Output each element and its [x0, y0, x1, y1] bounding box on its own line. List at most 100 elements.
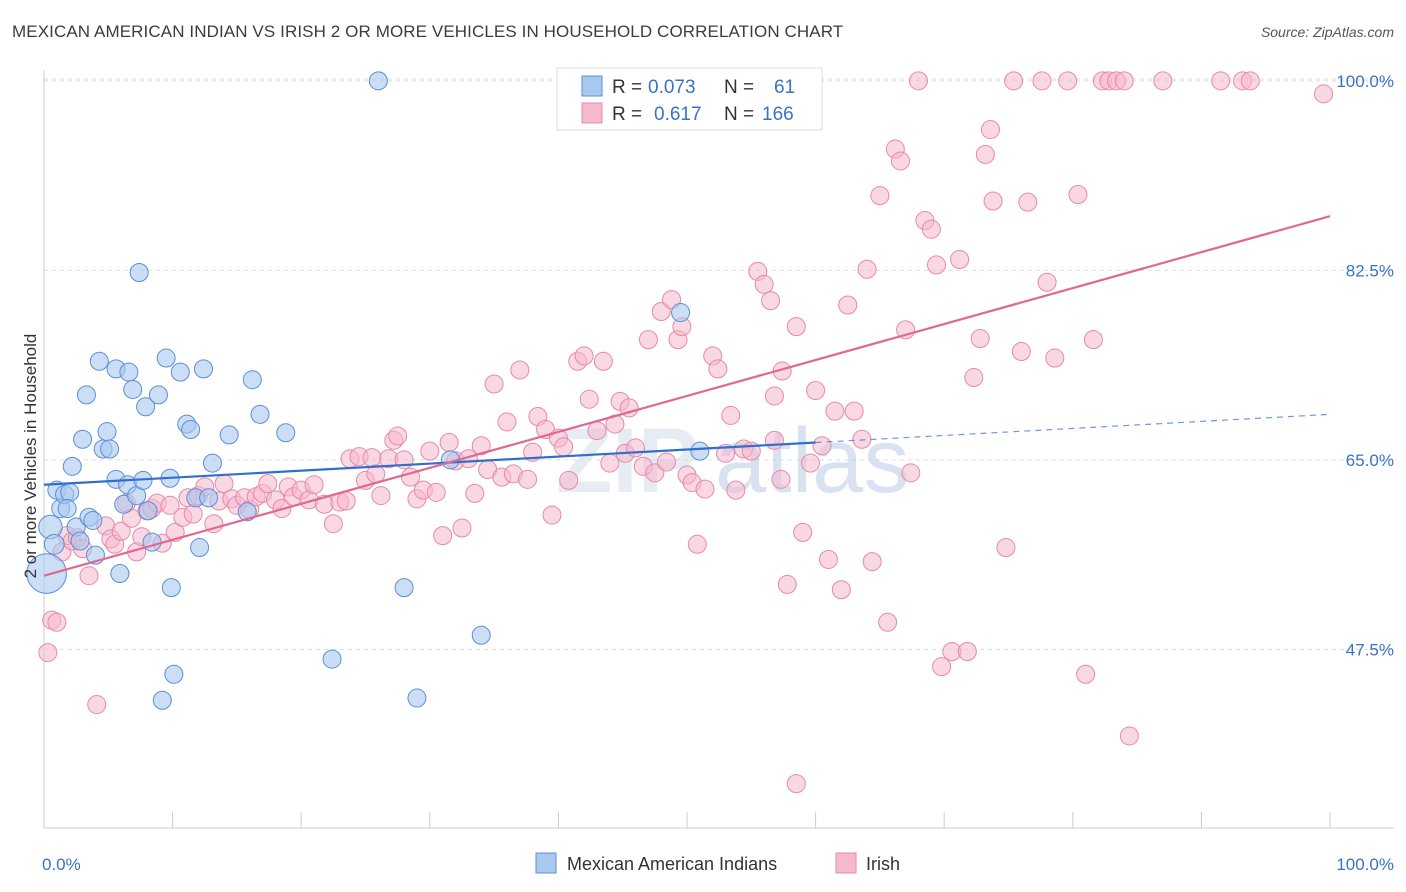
- irish-point-126: [812, 436, 832, 456]
- mexican-american-indian-point-6: [60, 482, 80, 502]
- irish-point-96: [626, 438, 646, 458]
- irish-point-141: [908, 71, 928, 91]
- mexican-american-indian-point-50: [250, 404, 270, 424]
- legend-pink-n-label: N =: [724, 104, 754, 125]
- irish-point-155: [1004, 71, 1024, 91]
- source-label: Source: ZipAtlas.com: [1260, 24, 1394, 40]
- axes: [43, 70, 1394, 829]
- mexican-american-indian-point-59: [690, 441, 710, 461]
- irish-point-108: [695, 479, 715, 499]
- irish-point-156: [1011, 342, 1031, 362]
- irish-point-161: [1058, 71, 1078, 91]
- mexican-american-indian-point-45: [199, 488, 219, 508]
- irish-point-112: [721, 405, 741, 425]
- mexican-american-indian-point-49: [242, 370, 262, 390]
- irish-point-144: [926, 255, 946, 275]
- irish-point-162: [1068, 185, 1088, 205]
- irish-point-153: [983, 191, 1003, 211]
- irish-point-176: [764, 430, 784, 450]
- mexican-american-indian-point-55: [407, 688, 427, 708]
- y-tick-label-1: 65.0%: [1346, 451, 1394, 470]
- irish-point-2: [47, 612, 67, 632]
- bottom-legend-label-blue: Mexican American Indians: [567, 854, 777, 874]
- irish-point-101: [656, 452, 676, 472]
- irish-point-113: [726, 480, 746, 500]
- mexican-american-indian-point-11: [73, 429, 93, 449]
- irish-point-117: [754, 274, 774, 294]
- mexican-american-indian-point-2: [43, 533, 65, 555]
- irish-point-70: [465, 483, 485, 503]
- irish-point-123: [793, 522, 813, 542]
- mexican-american-indian-point-58: [671, 303, 691, 323]
- mexican-american-indian-point-14: [83, 510, 103, 530]
- irish-point-53: [362, 448, 382, 468]
- mexican-american-indian-point-44: [193, 359, 213, 379]
- irish-point-152: [980, 120, 1000, 140]
- irish-point-91: [600, 453, 620, 473]
- irish-point-163: [1076, 664, 1096, 684]
- irish-point-77: [510, 360, 530, 380]
- mexican-american-indian-point-30: [136, 397, 156, 417]
- irish-point-129: [831, 580, 851, 600]
- mexican-american-indian-point-7: [57, 499, 77, 519]
- legend-blue-n-label: N =: [724, 77, 754, 98]
- irish-point-49: [336, 491, 356, 511]
- mexican-american-indian-point-53: [368, 71, 388, 91]
- trend-lines: [43, 215, 1331, 577]
- irish-point-89: [587, 421, 607, 441]
- irish-point-121: [777, 574, 797, 594]
- legend-swatch-pink: [581, 102, 603, 124]
- irish-point-174: [1314, 84, 1334, 104]
- mexican-american-indian-point-39: [170, 362, 190, 382]
- irish-point-88: [579, 389, 599, 409]
- irish-point-148: [957, 641, 977, 661]
- mexican-american-indian-points: [26, 71, 710, 710]
- irish-point-71: [471, 436, 491, 456]
- mexican-american-indian-point-34: [152, 690, 172, 710]
- irish-point-58: [388, 426, 408, 446]
- mexican-american-indian-point-12: [76, 385, 96, 405]
- irish-point-135: [870, 186, 890, 206]
- bottom-legend-swatch-pink: [835, 852, 857, 874]
- y-tick-label-2: 82.5%: [1346, 261, 1394, 280]
- blue-trend-line: [43, 441, 816, 486]
- irish-point-38: [258, 474, 278, 494]
- irish-point-0: [38, 643, 58, 663]
- mexican-american-indian-point-28: [129, 262, 149, 282]
- legend-swatch-blue: [581, 75, 603, 97]
- mexican-american-indian-point-32: [142, 532, 162, 552]
- irish-point-133: [857, 259, 877, 279]
- irish-point-159: [1037, 272, 1057, 292]
- irish-point-82: [542, 505, 562, 525]
- y-tick-label-0: 47.5%: [1346, 640, 1394, 659]
- irish-point-173: [1240, 71, 1260, 91]
- mexican-american-indian-point-48: [237, 502, 257, 522]
- mexican-american-indian-point-25: [119, 362, 139, 382]
- irish-point-118: [761, 291, 781, 311]
- mexican-american-indian-point-43: [190, 538, 210, 558]
- mexican-american-indian-point-33: [148, 385, 168, 405]
- mexican-american-indian-point-8: [62, 456, 82, 476]
- irish-point-127: [818, 549, 838, 569]
- pink-trend-line: [43, 215, 1331, 577]
- irish-point-26: [183, 504, 203, 524]
- irish-point-160: [1045, 348, 1065, 368]
- mexican-american-indian-point-19: [100, 439, 120, 459]
- irish-point-73: [484, 374, 504, 394]
- irish-point-45: [304, 475, 324, 495]
- irish-point-154: [996, 538, 1016, 558]
- irish-point-102: [662, 290, 682, 310]
- irish-point-66: [439, 433, 459, 453]
- irish-point-169: [1119, 726, 1139, 746]
- irish-point-171: [1211, 71, 1231, 91]
- irish-point-111: [716, 443, 736, 463]
- chart-title: MEXICAN AMERICAN INDIAN VS IRISH 2 OR MO…: [12, 22, 844, 41]
- y-tick-label-3: 100.0%: [1336, 72, 1394, 91]
- irish-point-158: [1032, 71, 1052, 91]
- irish-point-149: [964, 368, 984, 388]
- irish-point-63: [420, 441, 440, 461]
- irish-point-124: [800, 453, 820, 473]
- y-axis-title: 2 or more Vehicles in Household: [21, 334, 40, 579]
- irish-point-138: [890, 151, 910, 171]
- irish-point-13: [111, 521, 131, 541]
